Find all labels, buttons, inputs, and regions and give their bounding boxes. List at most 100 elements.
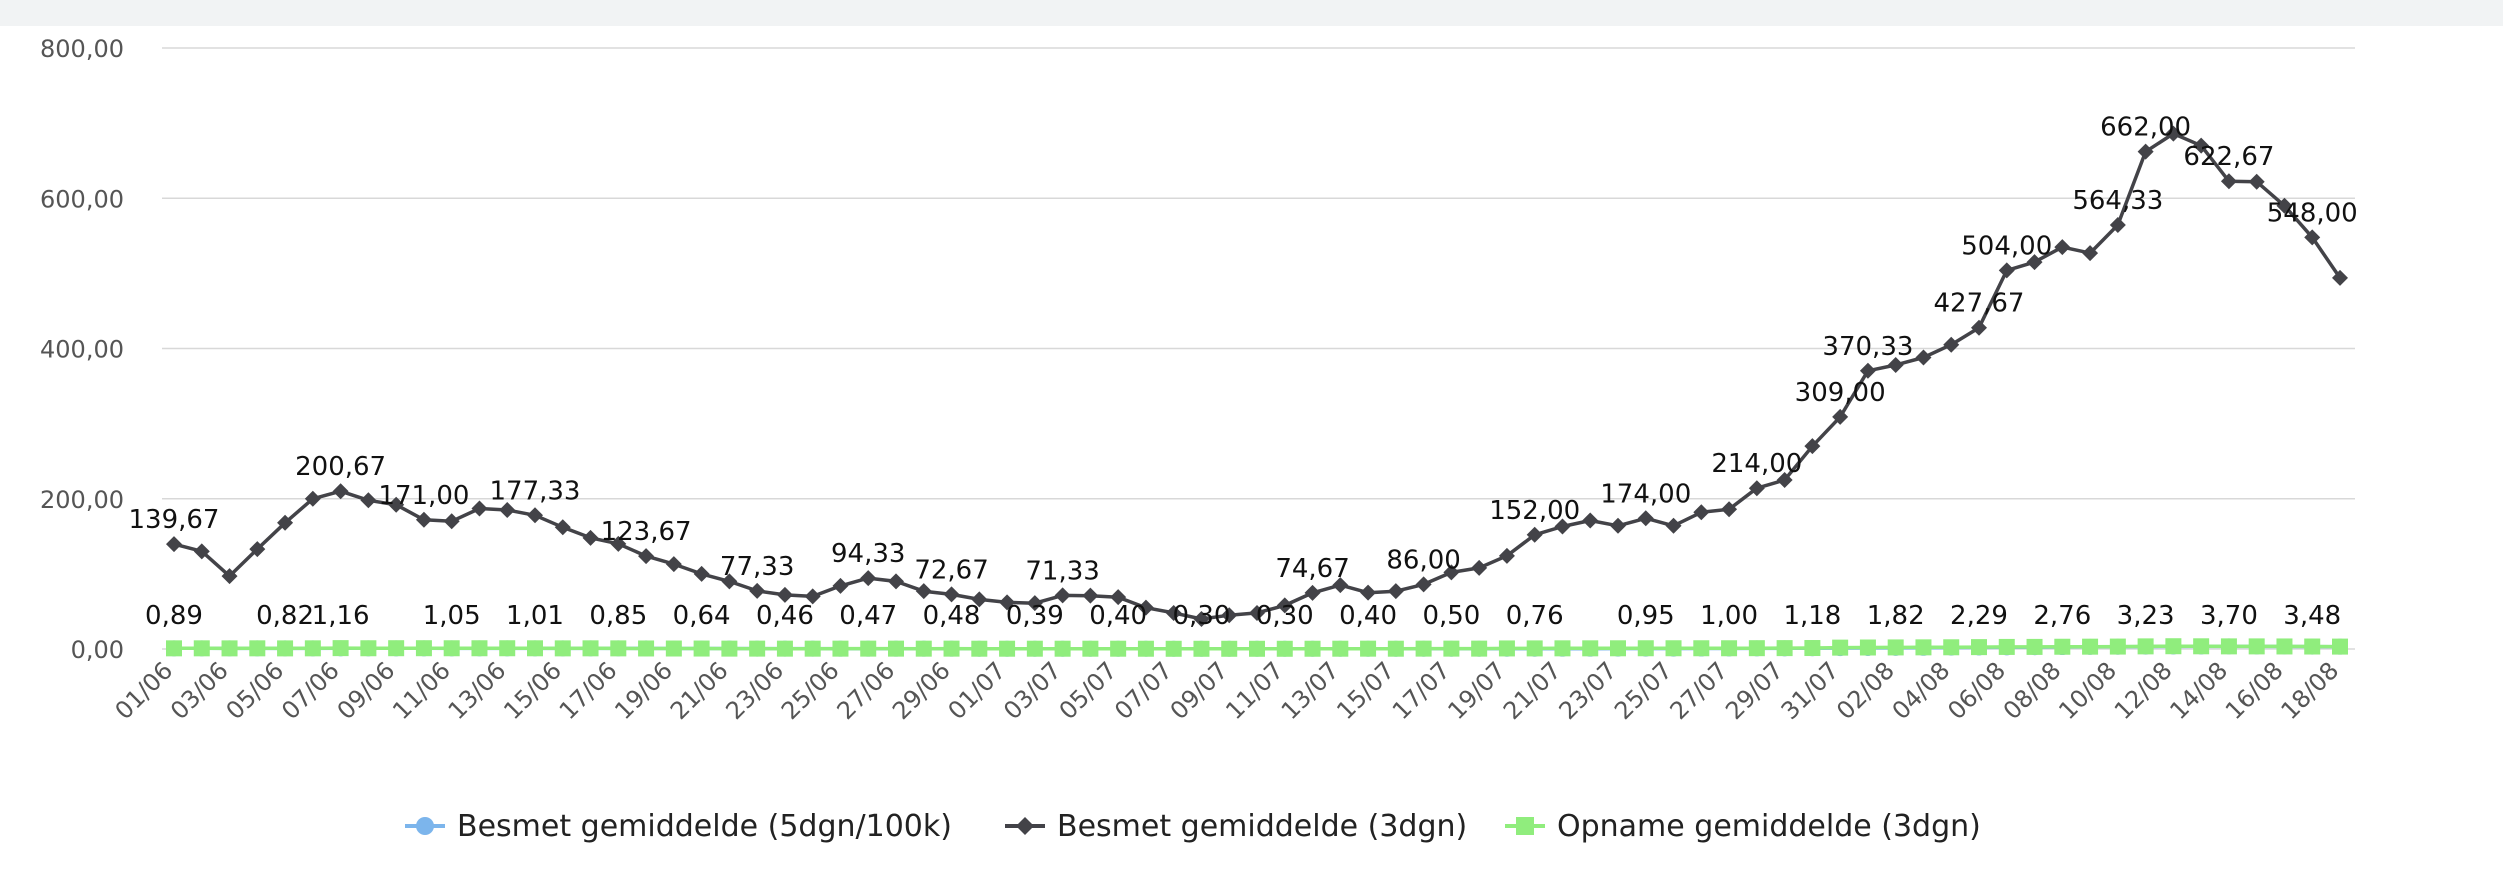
data-point[interactable] xyxy=(804,588,821,605)
data-point[interactable] xyxy=(1859,362,1876,379)
data-point[interactable] xyxy=(1915,349,1932,366)
data-point[interactable] xyxy=(443,640,460,657)
data-point[interactable] xyxy=(1082,587,1099,604)
data-point[interactable] xyxy=(860,640,877,657)
data-point[interactable] xyxy=(499,640,516,657)
data-point[interactable] xyxy=(1665,517,1682,534)
data-point[interactable] xyxy=(1748,640,1765,657)
data-point[interactable] xyxy=(2304,638,2321,655)
data-point[interactable] xyxy=(277,514,294,531)
data-point[interactable] xyxy=(888,573,904,590)
data-point[interactable] xyxy=(943,586,960,603)
data-point[interactable] xyxy=(1665,640,1682,657)
data-point[interactable] xyxy=(2082,638,2099,655)
data-point[interactable] xyxy=(1943,639,1960,656)
data-point[interactable] xyxy=(2165,125,2182,142)
data-point[interactable] xyxy=(1610,517,1626,534)
data-point[interactable] xyxy=(2026,254,2043,271)
data-point[interactable] xyxy=(2220,638,2237,655)
data-point[interactable] xyxy=(332,640,349,657)
data-point[interactable] xyxy=(2276,638,2293,655)
legend-item-2[interactable]: Opname gemiddelde (3dgn) xyxy=(1505,809,1981,844)
data-point[interactable] xyxy=(915,640,932,657)
data-point[interactable] xyxy=(1221,607,1238,624)
data-point[interactable] xyxy=(1776,640,1793,657)
data-point[interactable] xyxy=(1498,547,1515,564)
data-point[interactable] xyxy=(2026,638,2043,655)
data-point[interactable] xyxy=(2248,173,2265,190)
data-point[interactable] xyxy=(1387,640,1404,657)
data-point[interactable] xyxy=(1526,526,1543,543)
data-point[interactable] xyxy=(2054,239,2071,256)
data-point[interactable] xyxy=(471,640,488,657)
data-point[interactable] xyxy=(1304,584,1321,601)
data-point[interactable] xyxy=(1415,640,1432,657)
data-point[interactable] xyxy=(1498,640,1515,657)
data-point[interactable] xyxy=(1082,640,1099,657)
data-point[interactable] xyxy=(665,640,682,657)
data-point[interactable] xyxy=(888,640,904,657)
data-point[interactable] xyxy=(388,640,405,657)
data-point[interactable] xyxy=(638,548,655,565)
data-point[interactable] xyxy=(1415,576,1432,593)
data-point[interactable] xyxy=(1110,589,1127,606)
data-point[interactable] xyxy=(2165,638,2182,655)
data-point[interactable] xyxy=(554,519,571,536)
data-point[interactable] xyxy=(1804,438,1821,455)
data-point[interactable] xyxy=(249,541,266,558)
data-point[interactable] xyxy=(721,640,738,657)
data-point[interactable] xyxy=(2082,245,2099,262)
data-point[interactable] xyxy=(1721,640,1738,657)
data-point[interactable] xyxy=(1971,319,1987,336)
data-point[interactable] xyxy=(304,490,321,507)
data-point[interactable] xyxy=(1526,640,1543,657)
data-point[interactable] xyxy=(832,577,849,594)
data-point[interactable] xyxy=(2220,173,2237,190)
data-point[interactable] xyxy=(693,640,710,657)
data-point[interactable] xyxy=(1693,504,1710,521)
data-point[interactable] xyxy=(610,535,627,552)
data-point[interactable] xyxy=(1887,357,1904,374)
data-point[interactable] xyxy=(1610,640,1626,657)
data-point[interactable] xyxy=(915,583,932,600)
data-point[interactable] xyxy=(527,507,543,524)
data-point[interactable] xyxy=(388,496,405,513)
data-point[interactable] xyxy=(749,640,766,657)
data-point[interactable] xyxy=(1026,640,1043,657)
data-point[interactable] xyxy=(1748,480,1765,497)
data-point[interactable] xyxy=(1276,597,1293,614)
data-point[interactable] xyxy=(999,640,1016,657)
legend-item-0[interactable]: Besmet gemiddelde (5dgn/100k) xyxy=(405,809,952,844)
data-point[interactable] xyxy=(1859,639,1876,656)
data-point[interactable] xyxy=(638,640,655,657)
data-point[interactable] xyxy=(943,640,960,657)
data-point[interactable] xyxy=(1026,595,1043,612)
data-point[interactable] xyxy=(2054,638,2071,655)
data-point[interactable] xyxy=(776,640,793,657)
data-point[interactable] xyxy=(1804,640,1821,657)
data-point[interactable] xyxy=(2137,143,2154,160)
data-point[interactable] xyxy=(1110,640,1127,657)
data-point[interactable] xyxy=(1637,510,1654,527)
data-point[interactable] xyxy=(1637,640,1654,657)
data-point[interactable] xyxy=(2193,137,2210,154)
data-point[interactable] xyxy=(1249,640,1265,657)
data-point[interactable] xyxy=(1776,471,1793,488)
data-point[interactable] xyxy=(1193,610,1210,627)
data-point[interactable] xyxy=(610,640,627,657)
data-point[interactable] xyxy=(582,529,599,546)
data-point[interactable] xyxy=(415,511,432,528)
data-point[interactable] xyxy=(249,640,266,657)
data-point[interactable] xyxy=(360,492,377,509)
data-point[interactable] xyxy=(166,640,182,657)
data-point[interactable] xyxy=(1582,512,1599,529)
data-point[interactable] xyxy=(2109,638,2126,655)
data-point[interactable] xyxy=(1471,559,1488,576)
data-point[interactable] xyxy=(1387,583,1404,600)
data-point[interactable] xyxy=(1165,604,1182,621)
data-point[interactable] xyxy=(332,483,349,500)
data-point[interactable] xyxy=(1304,640,1321,657)
data-point[interactable] xyxy=(804,640,821,657)
data-point[interactable] xyxy=(860,570,877,587)
data-point[interactable] xyxy=(415,640,432,657)
